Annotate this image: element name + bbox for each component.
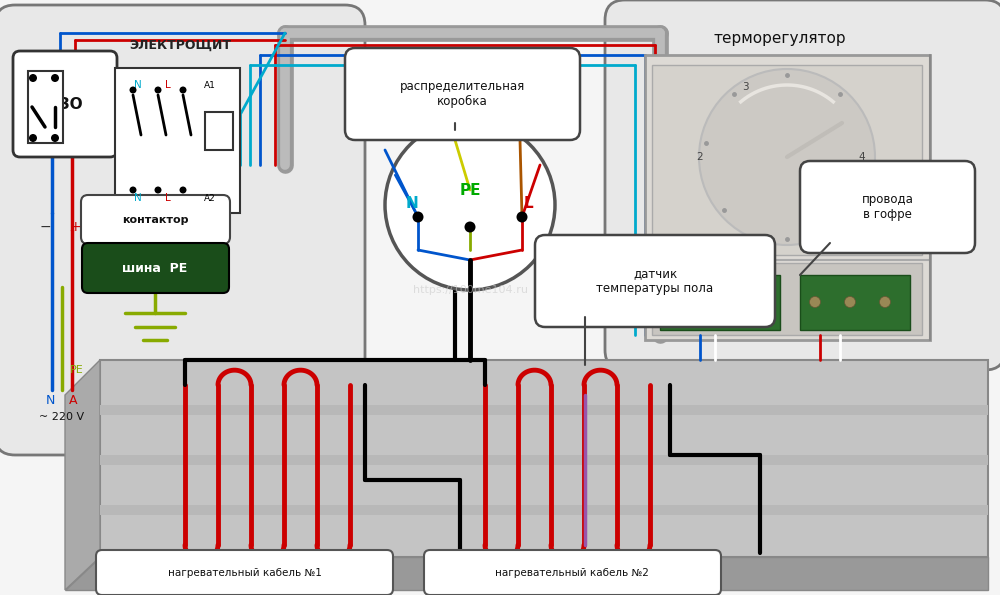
Text: −: − bbox=[39, 220, 51, 234]
Text: A2: A2 bbox=[204, 193, 216, 202]
Circle shape bbox=[699, 69, 875, 245]
Polygon shape bbox=[65, 557, 988, 590]
Circle shape bbox=[51, 134, 59, 142]
Circle shape bbox=[180, 186, 187, 193]
Text: N: N bbox=[45, 393, 55, 406]
Text: ЭЛЕКТРОЩИТ: ЭЛЕКТРОЩИТ bbox=[129, 39, 231, 52]
FancyBboxPatch shape bbox=[82, 243, 229, 293]
Text: распределительная
коробка: распределительная коробка bbox=[399, 80, 525, 108]
Circle shape bbox=[180, 86, 187, 93]
Text: датчик
температуры пола: датчик температуры пола bbox=[596, 267, 714, 295]
Text: PE: PE bbox=[70, 365, 84, 375]
Circle shape bbox=[413, 211, 424, 223]
Text: провода
в гофре: провода в гофре bbox=[862, 193, 913, 221]
Text: N: N bbox=[134, 193, 142, 203]
Text: контактор: контактор bbox=[122, 215, 188, 224]
Bar bbox=[652, 65, 922, 255]
Bar bbox=[645, 55, 930, 340]
Circle shape bbox=[51, 74, 59, 82]
Text: нагревательный кабель №1: нагревательный кабель №1 bbox=[168, 568, 322, 578]
Text: 2: 2 bbox=[697, 152, 703, 162]
Circle shape bbox=[465, 221, 476, 233]
Text: 3: 3 bbox=[742, 82, 748, 92]
Text: L: L bbox=[523, 196, 533, 211]
Bar bbox=[800, 275, 910, 330]
Bar bbox=[660, 275, 780, 330]
Text: L: L bbox=[165, 80, 171, 90]
Circle shape bbox=[155, 186, 162, 193]
FancyBboxPatch shape bbox=[605, 0, 1000, 370]
Bar bbox=[205, 112, 233, 150]
FancyBboxPatch shape bbox=[800, 161, 975, 253]
FancyBboxPatch shape bbox=[13, 51, 117, 157]
Text: L: L bbox=[165, 193, 171, 203]
FancyBboxPatch shape bbox=[535, 235, 775, 327]
FancyBboxPatch shape bbox=[424, 550, 721, 595]
Circle shape bbox=[880, 296, 891, 308]
Polygon shape bbox=[65, 360, 100, 590]
Bar bbox=[100, 455, 988, 465]
Bar bbox=[652, 263, 922, 335]
Circle shape bbox=[686, 296, 698, 308]
Text: N: N bbox=[134, 80, 142, 90]
Circle shape bbox=[385, 120, 555, 290]
Text: 4: 4 bbox=[859, 152, 865, 162]
Circle shape bbox=[670, 296, 680, 308]
Text: ~ 220 V: ~ 220 V bbox=[39, 412, 85, 422]
Circle shape bbox=[736, 296, 748, 308]
Circle shape bbox=[155, 86, 162, 93]
Text: https://100me104.ru: https://100me104.ru bbox=[413, 285, 528, 295]
Text: шина  РЕ: шина РЕ bbox=[122, 261, 188, 274]
Circle shape bbox=[810, 296, 820, 308]
Circle shape bbox=[130, 86, 137, 93]
Text: терморегулятор: терморегулятор bbox=[714, 30, 846, 45]
Bar bbox=[115, 68, 240, 213]
FancyBboxPatch shape bbox=[96, 550, 393, 595]
Bar bbox=[100, 505, 988, 515]
Text: УЗО: УЗО bbox=[47, 96, 83, 111]
FancyBboxPatch shape bbox=[81, 195, 230, 244]
Circle shape bbox=[720, 296, 730, 308]
Circle shape bbox=[844, 296, 856, 308]
Circle shape bbox=[29, 134, 37, 142]
Text: A: A bbox=[69, 393, 77, 406]
Circle shape bbox=[702, 296, 714, 308]
Polygon shape bbox=[100, 360, 988, 557]
Circle shape bbox=[130, 186, 137, 193]
Text: A1: A1 bbox=[204, 80, 216, 89]
Bar bbox=[100, 405, 988, 415]
Text: PE: PE bbox=[459, 183, 481, 198]
FancyBboxPatch shape bbox=[345, 48, 580, 140]
Text: +: + bbox=[69, 220, 81, 234]
Circle shape bbox=[29, 74, 37, 82]
Text: нагревательный кабель №2: нагревательный кабель №2 bbox=[495, 568, 649, 578]
Bar bbox=[28, 71, 63, 143]
Circle shape bbox=[516, 211, 528, 223]
Text: 4: 4 bbox=[842, 228, 848, 238]
Text: N: N bbox=[406, 196, 418, 211]
FancyBboxPatch shape bbox=[0, 5, 365, 455]
